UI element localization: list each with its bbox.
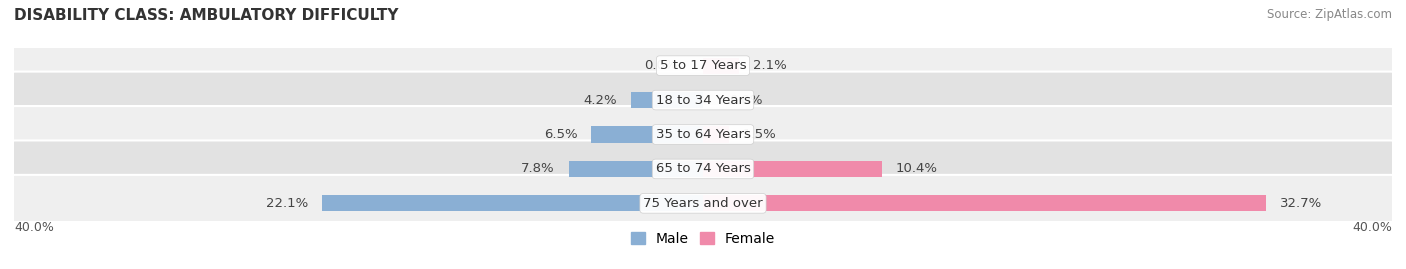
Bar xyxy=(322,195,703,211)
FancyBboxPatch shape xyxy=(8,37,1398,94)
Bar xyxy=(568,161,703,177)
Bar xyxy=(703,58,740,74)
Bar xyxy=(703,161,882,177)
Text: 40.0%: 40.0% xyxy=(1353,221,1392,234)
Text: 75 Years and over: 75 Years and over xyxy=(643,197,763,210)
Text: 5 to 17 Years: 5 to 17 Years xyxy=(659,59,747,72)
FancyBboxPatch shape xyxy=(8,106,1398,163)
Text: 22.1%: 22.1% xyxy=(266,197,308,210)
Bar xyxy=(703,126,728,143)
Text: 1.5%: 1.5% xyxy=(742,128,776,141)
Bar xyxy=(703,195,1267,211)
FancyBboxPatch shape xyxy=(8,140,1398,197)
Text: DISABILITY CLASS: AMBULATORY DIFFICULTY: DISABILITY CLASS: AMBULATORY DIFFICULTY xyxy=(14,8,398,23)
FancyBboxPatch shape xyxy=(8,175,1398,232)
Text: 7.8%: 7.8% xyxy=(522,162,555,175)
Text: 2.1%: 2.1% xyxy=(754,59,787,72)
Text: 0.0%: 0.0% xyxy=(728,94,762,107)
Text: 65 to 74 Years: 65 to 74 Years xyxy=(655,162,751,175)
Text: 32.7%: 32.7% xyxy=(1279,197,1322,210)
Text: Source: ZipAtlas.com: Source: ZipAtlas.com xyxy=(1267,8,1392,21)
Text: 6.5%: 6.5% xyxy=(544,128,578,141)
Bar xyxy=(591,126,703,143)
Bar xyxy=(631,92,703,108)
Text: 0.0%: 0.0% xyxy=(644,59,678,72)
Text: 4.2%: 4.2% xyxy=(583,94,617,107)
Text: 40.0%: 40.0% xyxy=(14,221,53,234)
Legend: Male, Female: Male, Female xyxy=(626,226,780,252)
Text: 35 to 64 Years: 35 to 64 Years xyxy=(655,128,751,141)
Text: 18 to 34 Years: 18 to 34 Years xyxy=(655,94,751,107)
Text: 10.4%: 10.4% xyxy=(896,162,938,175)
FancyBboxPatch shape xyxy=(8,72,1398,129)
